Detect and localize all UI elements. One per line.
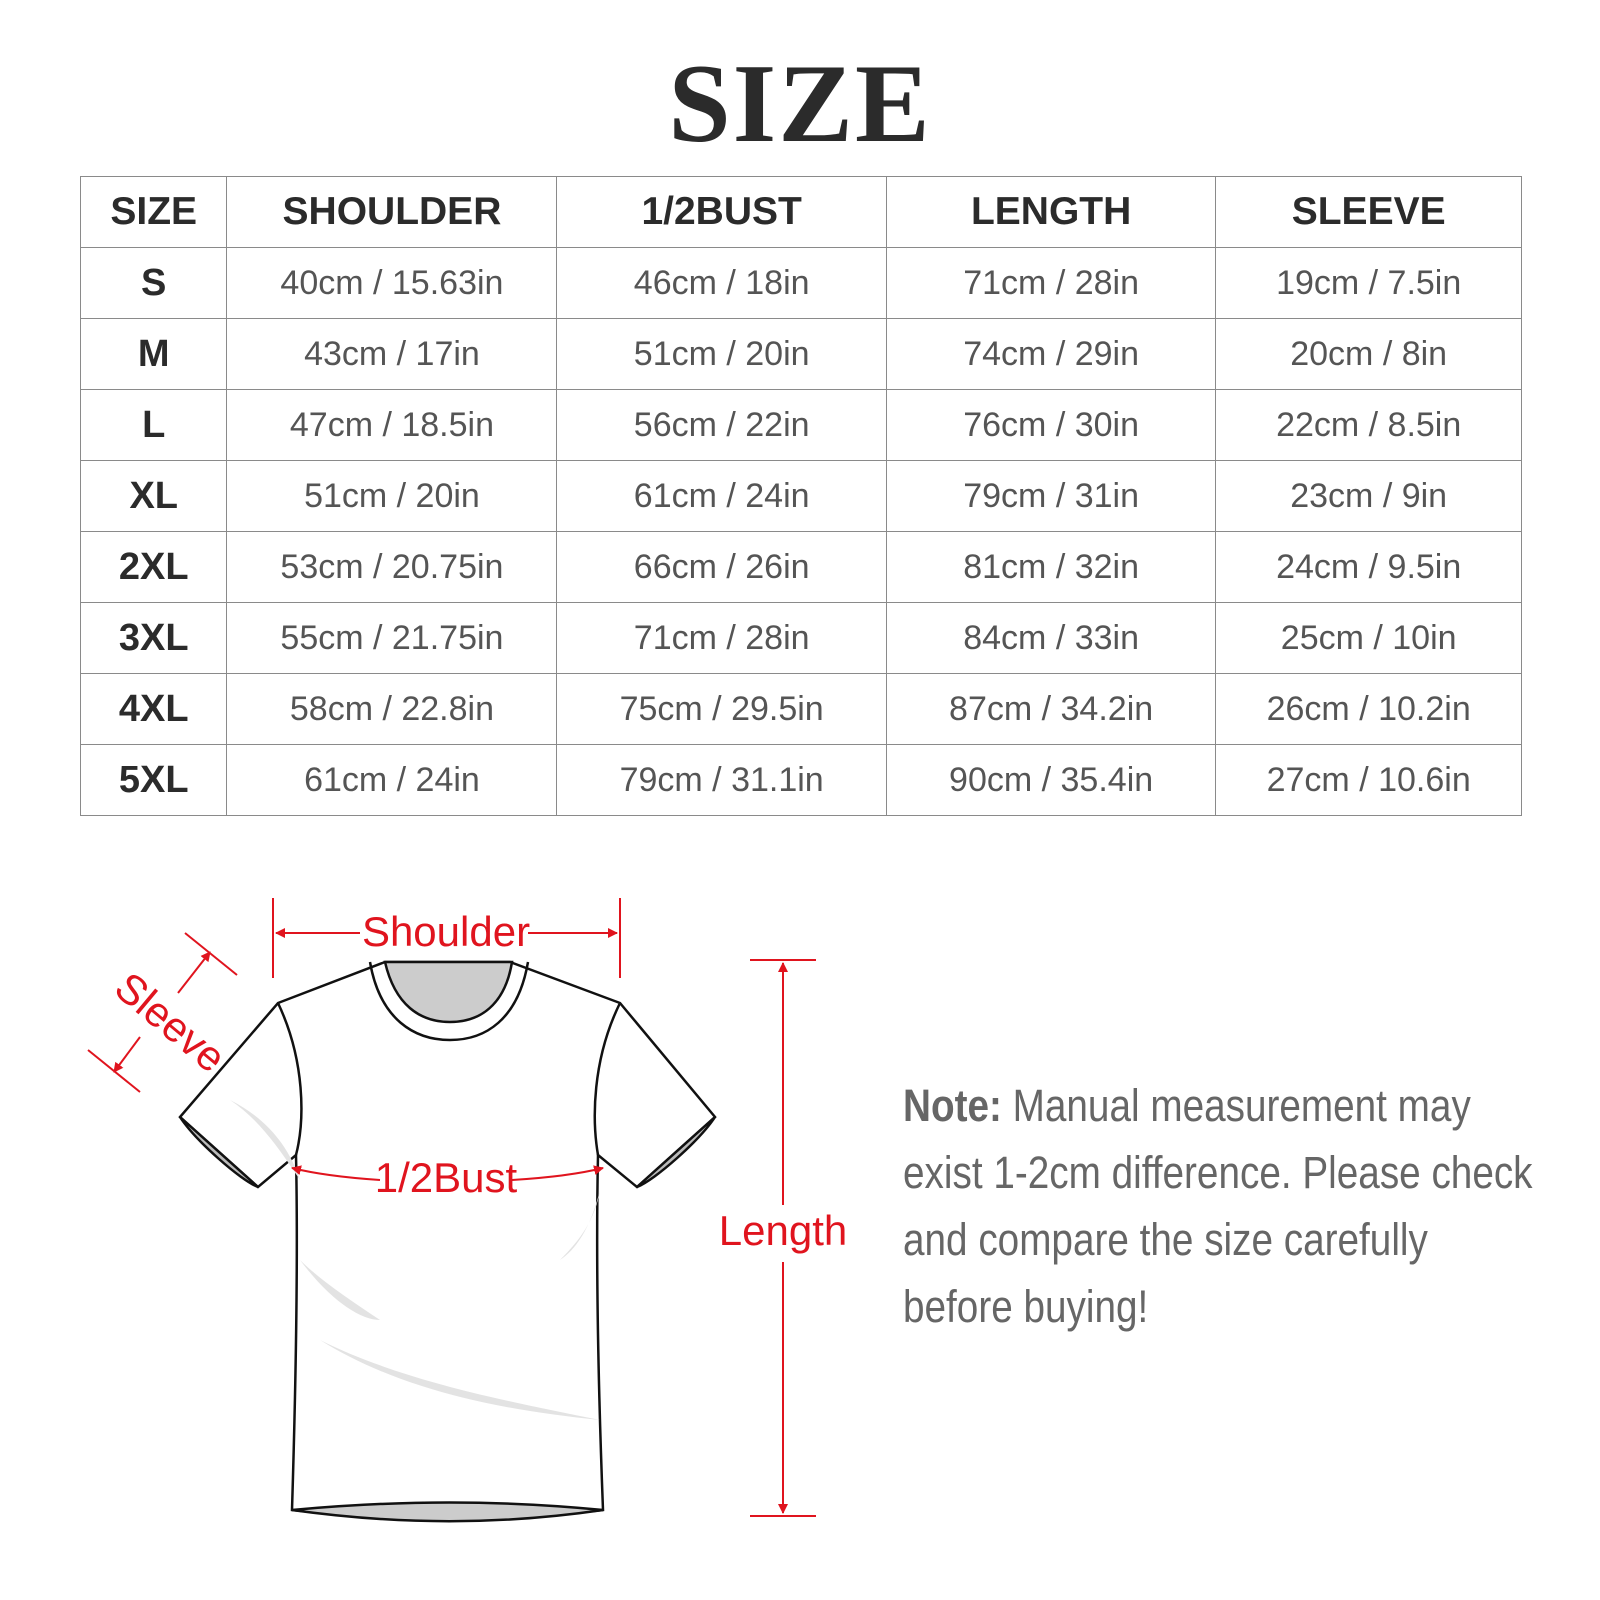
- measurement-cell: 74cm / 29in: [885, 318, 1217, 390]
- measurement-cell: 79cm / 31in: [885, 460, 1217, 532]
- size-cell: S: [79, 247, 228, 319]
- measurement-cell: 22cm / 8.5in: [1215, 389, 1522, 461]
- shoulder-label: Shoulder: [362, 908, 530, 955]
- measurement-cell: 61cm / 24in: [556, 460, 887, 532]
- table-header-row: SIZE SHOULDER 1/2BUST LENGTH SLEEVE: [79, 176, 1522, 248]
- bust-label: 1/2Bust: [375, 1154, 518, 1201]
- measurement-cell: 71cm / 28in: [885, 247, 1217, 319]
- shoulder-measure: [272, 898, 621, 978]
- measurement-cell: 75cm / 29.5in: [556, 673, 887, 745]
- table-row: 2XL 53cm / 20.75in 66cm / 26in 81cm / 32in 2…: [79, 531, 1522, 603]
- measurement-cell: 81cm / 32in: [885, 531, 1217, 603]
- measurement-cell: 71cm / 28in: [556, 602, 887, 674]
- measurement-cell: 55cm / 21.75in: [226, 602, 558, 674]
- table-row: 5XL 61cm / 24in 79cm / 31.1in 90cm / 35.4in…: [79, 744, 1522, 816]
- table-row: XL 51cm / 20in 61cm / 24in 79cm / 31in 23cm …: [79, 460, 1522, 532]
- column-header: SIZE: [79, 176, 228, 248]
- tshirt-diagram: Shoulder Sleeve 1/2Bust Length: [87, 898, 847, 1523]
- measurement-cell: 51cm / 20in: [556, 318, 887, 390]
- column-header: SLEEVE: [1215, 176, 1522, 248]
- table-row: M 43cm / 17in 51cm / 20in 74cm / 29in 20cm /…: [79, 318, 1522, 390]
- table-row: 4XL 58cm / 22.8in 75cm / 29.5in 87cm / 34.2…: [79, 673, 1522, 745]
- sleeve-label: Sleeve: [106, 963, 235, 1082]
- tshirt-outline: [178, 960, 717, 1523]
- measurement-cell: 24cm / 9.5in: [1215, 531, 1522, 603]
- measurement-cell: 23cm / 9in: [1215, 460, 1522, 532]
- measurement-cell: 56cm / 22in: [556, 389, 887, 461]
- column-header: SHOULDER: [226, 176, 558, 248]
- length-measure: [750, 959, 816, 1517]
- size-cell: 4XL: [79, 673, 228, 745]
- size-cell: 2XL: [79, 531, 228, 603]
- measurement-cell: 27cm / 10.6in: [1215, 744, 1522, 816]
- measurement-cell: 43cm / 17in: [226, 318, 558, 390]
- measurement-cell: 26cm / 10.2in: [1215, 673, 1522, 745]
- measurement-cell: 51cm / 20in: [226, 460, 558, 532]
- page-title: SIZE: [668, 42, 932, 166]
- measurement-cell: 76cm / 30in: [885, 389, 1217, 461]
- size-cell: L: [79, 389, 228, 461]
- measurement-cell: 25cm / 10in: [1215, 602, 1522, 674]
- measurement-cell: 66cm / 26in: [556, 531, 887, 603]
- measurement-cell: 53cm / 20.75in: [226, 531, 558, 603]
- bust-measure: [291, 1165, 604, 1181]
- column-header: LENGTH: [885, 176, 1217, 248]
- measurement-cell: 84cm / 33in: [885, 602, 1217, 674]
- measurement-cell: 47cm / 18.5in: [226, 389, 558, 461]
- column-header: 1/2BUST: [556, 176, 887, 248]
- note-label: Note:: [903, 1080, 1002, 1131]
- note: Note: Manual measurement may exist 1-2cm…: [903, 1072, 1539, 1340]
- size-cell: 5XL: [79, 744, 228, 816]
- note-text: Manual measurement may exist 1-2cm diffe…: [903, 1080, 1533, 1332]
- size-table: SIZE SHOULDER 1/2BUST LENGTH SLEEVE S 40cm / …: [79, 176, 1522, 816]
- size-cell: M: [79, 318, 228, 390]
- measurement-cell: 79cm / 31.1in: [556, 744, 887, 816]
- measurement-cell: 46cm / 18in: [556, 247, 887, 319]
- measurement-cell: 90cm / 35.4in: [885, 744, 1217, 816]
- table-row: 3XL 55cm / 21.75in 71cm / 28in 84cm / 33in 2…: [79, 602, 1522, 674]
- measurement-cell: 19cm / 7.5in: [1215, 247, 1522, 319]
- table-row: S 40cm / 15.63in 46cm / 18in 71cm / 28in 19c…: [79, 247, 1522, 319]
- length-label: Length: [719, 1207, 847, 1254]
- measurement-cell: 61cm / 24in: [226, 744, 558, 816]
- measurement-cell: 58cm / 22.8in: [226, 673, 558, 745]
- size-cell: 3XL: [79, 602, 228, 674]
- measurement-cell: 40cm / 15.63in: [226, 247, 558, 319]
- size-cell: XL: [79, 460, 228, 532]
- table-row: L 47cm / 18.5in 56cm / 22in 76cm / 30in 22cm…: [79, 389, 1522, 461]
- sleeve-measure: [87, 932, 238, 1093]
- measurement-cell: 20cm / 8in: [1215, 318, 1522, 390]
- measurement-cell: 87cm / 34.2in: [885, 673, 1217, 745]
